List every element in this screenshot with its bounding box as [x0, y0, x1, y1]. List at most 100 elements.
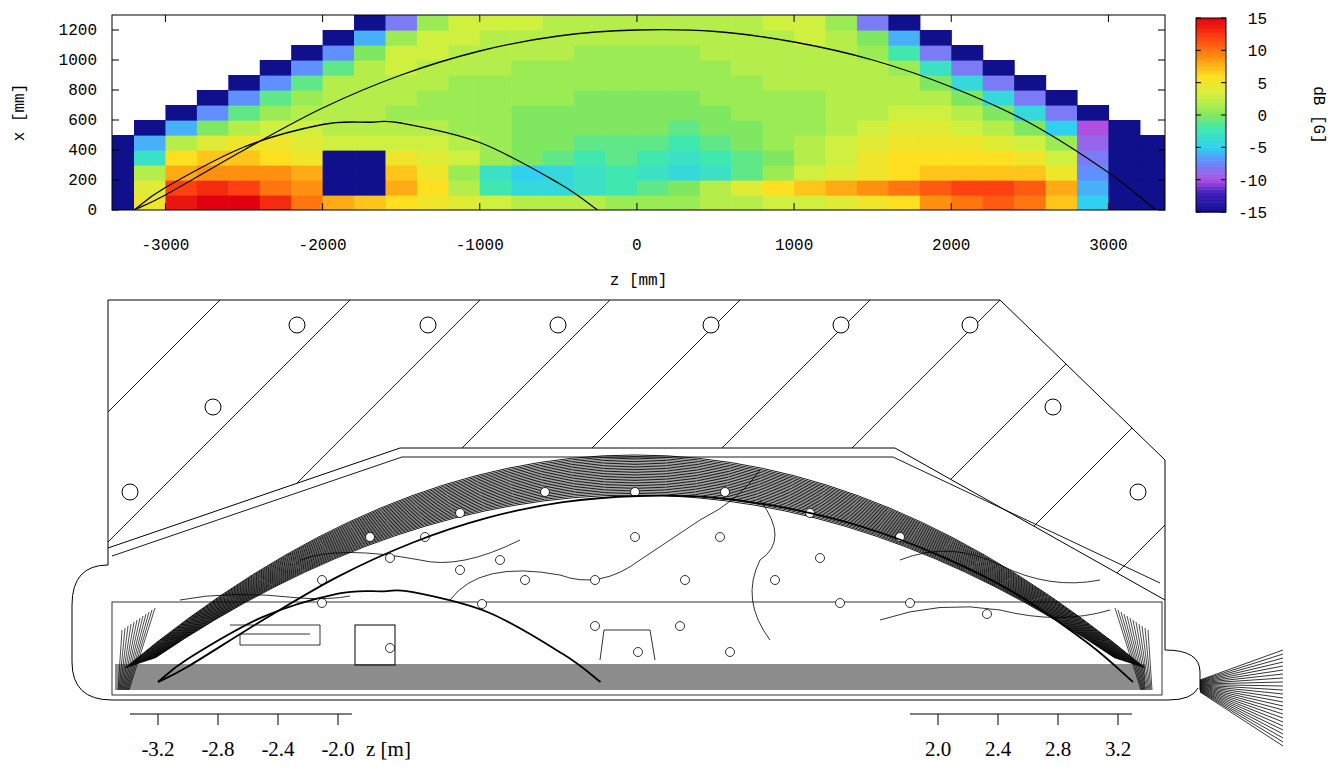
cable: [1200, 692, 1283, 743]
heat-cell: [826, 150, 858, 166]
heat-cell: [605, 60, 637, 76]
x-tick-label: 2000: [932, 237, 970, 255]
heat-cell: [228, 195, 260, 210]
heat-cell: [794, 75, 826, 91]
heat-cell: [112, 180, 135, 196]
x-tick: [1108, 203, 1109, 210]
heat-cell: [574, 165, 606, 181]
heat-cell: [323, 180, 355, 196]
cable: [1200, 689, 1283, 719]
cable: [1200, 674, 1283, 683]
colorbar-tick: [1196, 18, 1201, 19]
heat-cell: [448, 60, 480, 76]
heat-cell: [1077, 150, 1109, 166]
heat-cell: [574, 195, 606, 210]
coil-straight: [115, 689, 1145, 690]
heat-cell: [385, 135, 417, 151]
heat-cell: [605, 90, 637, 106]
hole: [318, 599, 327, 608]
y-tick: [1158, 30, 1165, 31]
heat-cell: [763, 90, 795, 106]
heat-cell: [731, 150, 763, 166]
track-line: [134, 30, 1156, 210]
heat-cell: [731, 30, 763, 46]
heat-cell: [668, 135, 700, 151]
heat-cell: [763, 105, 795, 121]
heat-cell: [1046, 105, 1078, 121]
heat-cell: [951, 60, 983, 76]
field-contour: [880, 607, 1110, 620]
y-tick: [112, 120, 119, 121]
heat-cell: [574, 105, 606, 121]
x-tick: [322, 15, 323, 22]
heat-cell: [417, 75, 449, 91]
cable: [1200, 690, 1283, 727]
heat-cell: [323, 45, 355, 61]
colorbar-segment: [1196, 118, 1226, 122]
coil-straight: [115, 687, 1145, 688]
heat-cell: [291, 105, 323, 121]
heat-cell: [354, 150, 386, 166]
colorbar-segment: [1196, 183, 1226, 187]
heat-cell: [134, 120, 166, 136]
heat-cell: [826, 120, 858, 136]
heat-cell: [543, 45, 575, 61]
heat-cell: [448, 150, 480, 166]
bolt-hole: [703, 317, 719, 333]
x-tick: [794, 15, 795, 22]
coil-straight: [115, 671, 1145, 672]
heat-cell: [385, 120, 417, 136]
heat-cell: [637, 105, 669, 121]
heat-cell: [888, 45, 920, 61]
colorbar-segment: [1196, 70, 1226, 74]
heat-cell: [291, 45, 323, 61]
heat-cell: [511, 150, 543, 166]
colorbar-segment: [1196, 44, 1226, 48]
heat-cell: [197, 120, 229, 136]
colorbar-segment: [1196, 141, 1226, 145]
heat-cell: [637, 90, 669, 106]
field-contour: [900, 551, 1100, 583]
cable: [1200, 670, 1283, 683]
heat-cell: [417, 15, 449, 31]
colorbar-segment: [1196, 89, 1226, 93]
heat-cell: [668, 45, 700, 61]
heat-cell: [385, 165, 417, 181]
y-tick: [112, 180, 119, 181]
heat-cell: [1077, 105, 1109, 121]
heat-cell: [1046, 90, 1078, 106]
x-tick-label: -2000: [299, 237, 347, 255]
coil-turn: [126, 457, 1144, 668]
heat-cell: [637, 120, 669, 136]
cable: [1200, 691, 1283, 735]
x-tick: [165, 203, 166, 210]
colorbar-tick: [1221, 18, 1226, 19]
heat-cell: [134, 150, 166, 166]
heat-cell: [112, 195, 135, 210]
heat-cell: [417, 120, 449, 136]
heat-cell: [983, 195, 1015, 210]
heat-cell: [794, 15, 826, 31]
heat-cell: [605, 15, 637, 31]
heat-cell: [480, 180, 512, 196]
coil-straight: [115, 679, 1145, 680]
heat-cell: [354, 15, 386, 31]
heat-cell: [605, 30, 637, 46]
heat-cell: [197, 150, 229, 166]
probe-box: [355, 625, 395, 665]
heat-cell: [605, 105, 637, 121]
heat-cell: [291, 195, 323, 210]
heat-cell: [480, 165, 512, 181]
colorbar-segment: [1196, 24, 1226, 28]
figure: -3000-2000-10000100020003000020040060080…: [0, 0, 1341, 767]
heat-cell: [731, 75, 763, 91]
heat-cell: [574, 150, 606, 166]
coil-turn: [142, 477, 1128, 662]
heat-cell: [951, 45, 983, 61]
colorbar-tick: [1196, 212, 1201, 213]
x-tick: [479, 15, 480, 22]
heat-cell: [637, 75, 669, 91]
x-tick: [479, 203, 480, 210]
scale-tick-label: 2.0: [925, 737, 951, 761]
hole: [906, 599, 915, 608]
